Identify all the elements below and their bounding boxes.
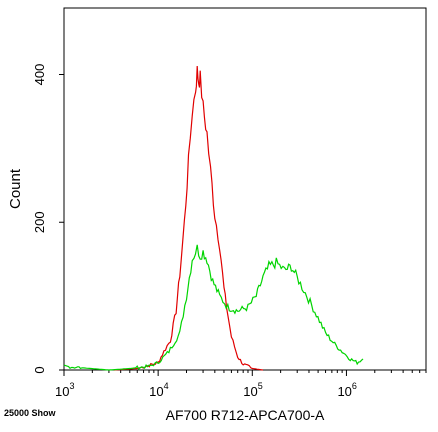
- x-tick-label: 106: [337, 381, 356, 399]
- x-tick-label: 103: [55, 381, 74, 399]
- y-axis-ticks: 0 200 400: [32, 64, 64, 374]
- x-axis-ticks: 103 104 105 106: [55, 370, 427, 399]
- histogram-trace-1: [113, 65, 264, 371]
- y-tick-label: 0: [32, 366, 47, 373]
- series-layer: [63, 65, 364, 371]
- x-axis-label: AF700 R712-APCA700-A: [166, 407, 325, 423]
- plot-frame: [63, 7, 427, 371]
- x-tick-label: 105: [243, 381, 262, 399]
- x-tick-label: 104: [149, 381, 168, 399]
- y-tick-label: 200: [32, 211, 47, 233]
- histogram-trace-2: [63, 244, 364, 371]
- y-axis-label: Count: [7, 168, 24, 209]
- footer-note: 25000 Show: [4, 408, 57, 418]
- y-tick-label: 400: [32, 64, 47, 86]
